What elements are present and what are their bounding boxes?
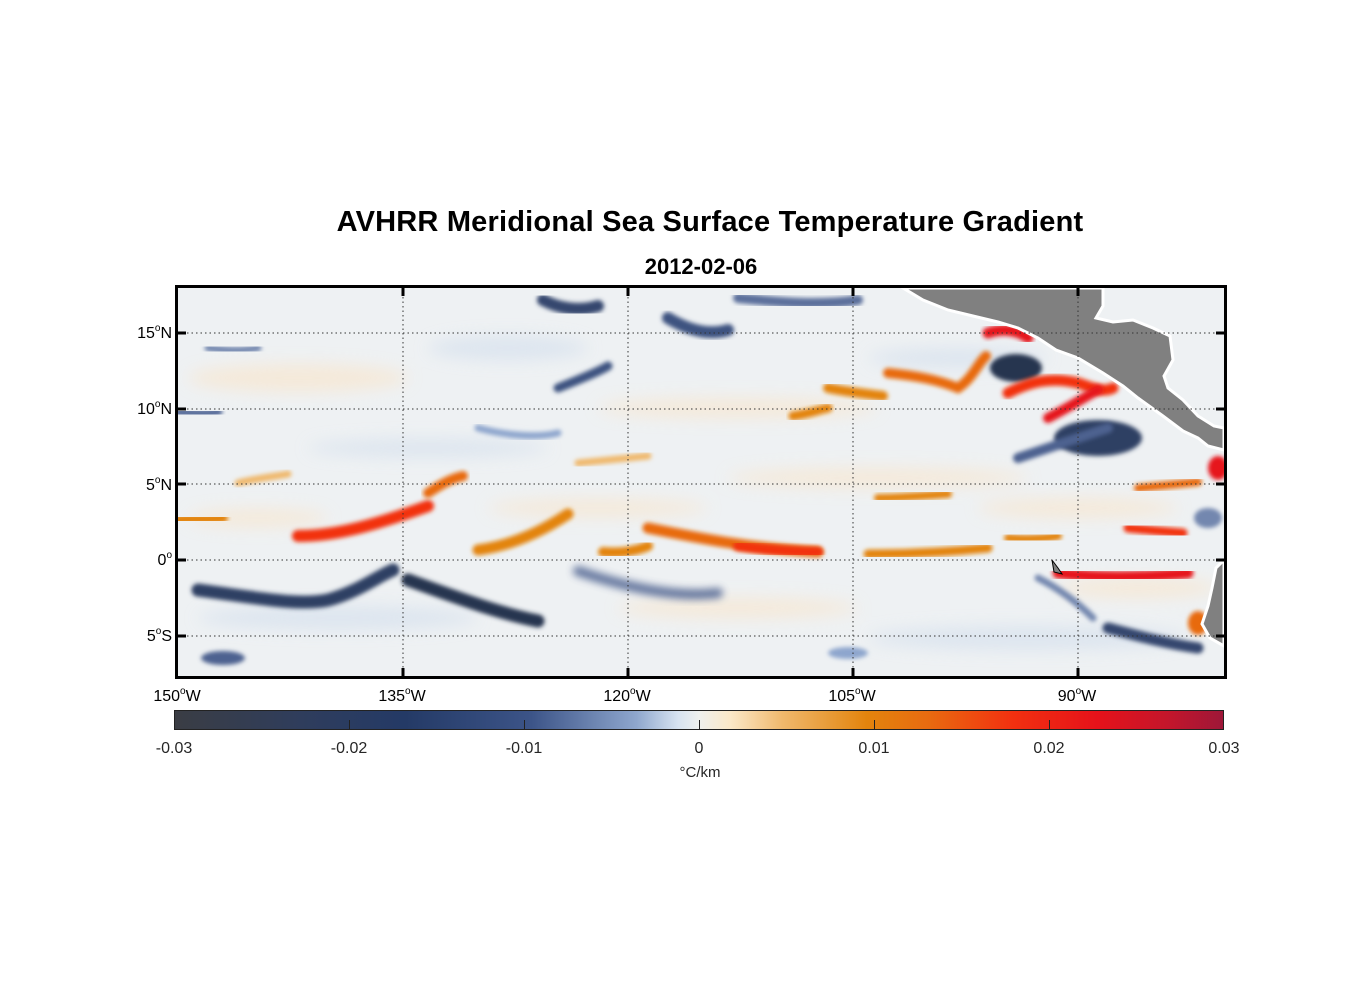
axis-ticks xyxy=(178,288,1224,676)
colorbar-tick xyxy=(1049,720,1050,730)
sst-gradient-map xyxy=(178,288,1224,676)
south-america-land xyxy=(1200,557,1224,648)
colorbar-label-max: 0.03 xyxy=(1208,740,1240,757)
galapagos-islands xyxy=(1051,559,1064,575)
lon-label-135w: 135oW xyxy=(378,686,426,705)
colorbar-label-zero: 0 xyxy=(694,740,704,757)
map-panel xyxy=(175,285,1227,679)
negative-gradient-features xyxy=(178,293,1222,665)
coastal-upwelling xyxy=(883,351,991,394)
land-mask xyxy=(900,288,1224,648)
colorbar-label-min: -0.03 xyxy=(155,740,193,757)
lat-label-15n: 15oN xyxy=(137,323,172,342)
chart-subtitle: 2012-02-06 xyxy=(644,254,758,279)
chart-title: AVHRR Meridional Sea Surface Temperature… xyxy=(336,206,1084,238)
graticule xyxy=(178,288,1224,676)
south-cold-band-central xyxy=(401,573,545,628)
lon-label-105w: 105oW xyxy=(828,686,876,705)
lat-label-10n: 10oN xyxy=(137,399,172,418)
colorbar-tick xyxy=(349,720,350,730)
colorbar-tick xyxy=(524,720,525,730)
positive-gradient-features xyxy=(178,324,1224,635)
colorbar-label: -0.02 xyxy=(330,740,368,757)
equatorial-front-west xyxy=(292,500,434,542)
colorbar-label: 0.01 xyxy=(858,740,890,757)
central-america-land xyxy=(900,288,1224,452)
lon-label-150w: 150oW xyxy=(153,686,201,705)
gulf-cold-patch xyxy=(990,354,1042,382)
colorbar-unit-label: °C/km xyxy=(679,764,721,781)
equatorial-front-central xyxy=(472,508,574,556)
lat-label-5s: 5oS xyxy=(146,626,172,645)
lon-label-120w: 120oW xyxy=(603,686,651,705)
lat-label-0: 0o xyxy=(157,550,172,569)
colorbar-tick xyxy=(874,720,875,730)
colorbar-label: -0.01 xyxy=(505,740,543,757)
south-equatorial-front xyxy=(1052,567,1194,583)
colorbar-label: 0.02 xyxy=(1033,740,1065,757)
colorbar-tick xyxy=(699,720,700,730)
lon-label-90w: 90oW xyxy=(1057,686,1097,705)
south-cold-band-west xyxy=(191,563,400,609)
lat-label-5n: 5oN xyxy=(145,475,172,494)
